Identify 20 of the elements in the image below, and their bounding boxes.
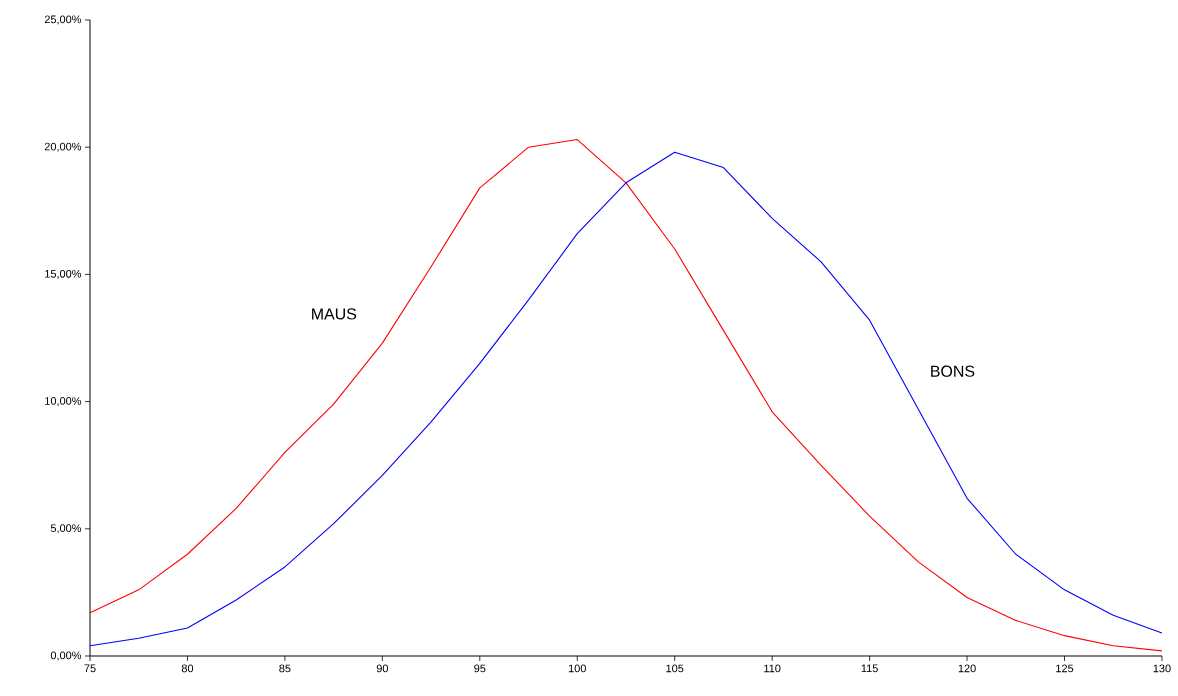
x-tick-label: 110 <box>764 664 781 673</box>
x-tick-label: 95 <box>474 664 486 673</box>
y-tick-label: 20,00% <box>44 142 82 152</box>
x-tick-label: 100 <box>568 664 586 673</box>
y-tick-label: 25,00% <box>44 15 82 25</box>
x-tick-label: 90 <box>376 664 389 673</box>
y-tick-label: 0,00% <box>50 651 82 661</box>
series-label: BONS <box>931 365 975 377</box>
x-tick-label: 85 <box>279 664 291 673</box>
x-tick-label: 80 <box>181 664 194 673</box>
x-tick-label: 130 <box>1153 664 1171 673</box>
y-tick-label: 15,00% <box>45 269 82 279</box>
x-tick-label: 105 <box>666 664 684 673</box>
x-tick-label: 125 <box>1056 664 1074 673</box>
x-tick-label: 75 <box>84 664 96 673</box>
x-tick-label: 115 <box>861 664 878 673</box>
y-tick-label: 10,00% <box>45 397 82 407</box>
x-tick-label: 120 <box>958 664 976 673</box>
y-tick-label: 5,00% <box>50 524 82 534</box>
text: MAUS <box>312 308 357 320</box>
